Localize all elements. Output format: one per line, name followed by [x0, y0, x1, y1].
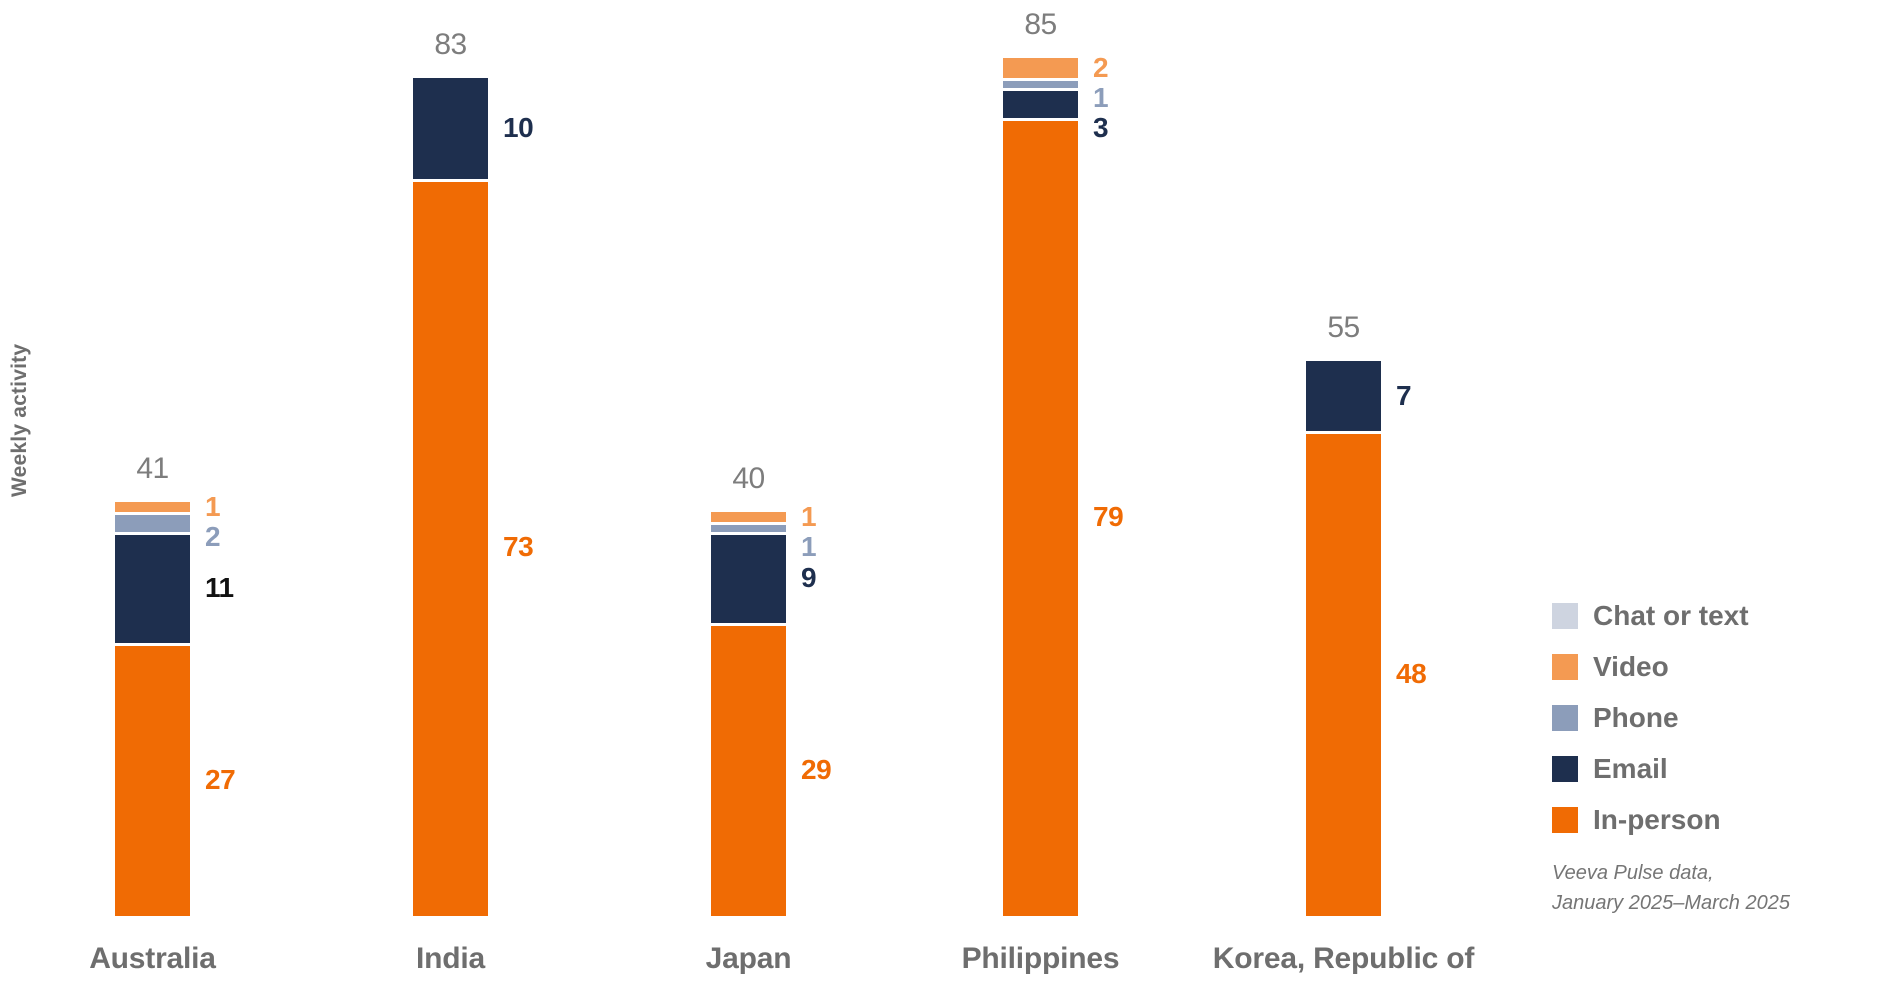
segment-email-korea-republic-of — [1306, 360, 1381, 432]
legend-label-in-person: In-person — [1593, 803, 1721, 835]
source-note: Veeva Pulse data, January 2025–March 202… — [1552, 858, 1790, 918]
segment-in-person-india — [413, 178, 488, 916]
segment-email-india — [413, 77, 488, 179]
value-label-video-australia: 1 — [205, 490, 221, 522]
segment-phone-japan — [711, 522, 786, 533]
category-label-india: India — [415, 942, 485, 975]
segment-email-australia — [115, 532, 190, 644]
legend-item-video: Video — [1552, 641, 1749, 692]
total-label-philippines: 85 — [1024, 7, 1057, 41]
value-label-phone-australia: 2 — [205, 520, 221, 552]
legend-item-phone: Phone — [1552, 692, 1749, 743]
total-label-australia: 41 — [136, 451, 169, 485]
legend: Chat or text Video Phone Email In-person — [1552, 590, 1749, 845]
segment-phone-australia — [115, 512, 190, 533]
value-label-phone-japan: 1 — [801, 531, 817, 563]
segment-in-person-philippines — [1003, 118, 1078, 916]
category-label-philippines: Philippines — [961, 942, 1120, 975]
value-label-email-philippines: 3 — [1093, 111, 1109, 143]
value-label-in-person-korea-republic-of: 48 — [1396, 657, 1427, 689]
value-label-video-japan: 1 — [801, 501, 817, 533]
value-label-email-korea-republic-of: 7 — [1396, 379, 1412, 411]
category-label-australia: Australia — [89, 942, 216, 975]
category-label-japan: Japan — [705, 942, 792, 975]
segment-email-philippines — [1003, 87, 1078, 119]
segment-video-philippines — [1003, 57, 1078, 78]
legend-item-chat-or-text: Chat or text — [1552, 590, 1749, 641]
segment-video-australia — [115, 501, 190, 512]
segment-in-person-korea-republic-of — [1306, 431, 1381, 916]
total-label-korea-republic-of: 55 — [1327, 310, 1360, 344]
segment-video-japan — [711, 512, 786, 523]
segment-phone-philippines — [1003, 77, 1078, 88]
segment-in-person-japan — [711, 623, 786, 916]
legend-swatch-email — [1552, 755, 1578, 782]
legend-label-chat-or-text: Chat or text — [1593, 599, 1749, 631]
total-label-india: 83 — [434, 27, 467, 61]
source-note-line-1: Veeva Pulse data, — [1552, 862, 1714, 884]
value-label-email-japan: 9 — [801, 561, 817, 593]
value-label-email-india: 10 — [503, 112, 534, 144]
legend-label-video: Video — [1593, 650, 1669, 682]
segment-email-japan — [711, 532, 786, 624]
value-label-in-person-japan: 29 — [801, 753, 832, 785]
legend-swatch-in-person — [1552, 806, 1578, 833]
legend-item-email: Email — [1552, 743, 1749, 794]
legend-swatch-video — [1552, 653, 1578, 680]
value-label-email-australia: 11 — [205, 571, 234, 603]
segment-in-person-australia — [115, 643, 190, 916]
category-label-korea-republic-of: Korea, Republic of — [1212, 942, 1475, 975]
y-axis-label: Weekly activity — [8, 343, 31, 497]
value-label-in-person-australia: 27 — [205, 763, 236, 795]
value-label-phone-philippines: 1 — [1093, 81, 1109, 113]
legend-label-email: Email — [1593, 752, 1668, 784]
legend-swatch-phone — [1552, 704, 1578, 731]
value-label-video-philippines: 2 — [1093, 51, 1109, 83]
legend-item-in-person: In-person — [1552, 794, 1749, 845]
legend-swatch-chat-or-text — [1552, 602, 1578, 629]
value-label-in-person-india: 73 — [503, 531, 534, 563]
value-label-in-person-philippines: 79 — [1093, 501, 1124, 533]
source-note-line-2: January 2025–March 2025 — [1552, 892, 1790, 914]
total-label-japan: 40 — [732, 462, 765, 495]
legend-label-phone: Phone — [1593, 701, 1679, 733]
